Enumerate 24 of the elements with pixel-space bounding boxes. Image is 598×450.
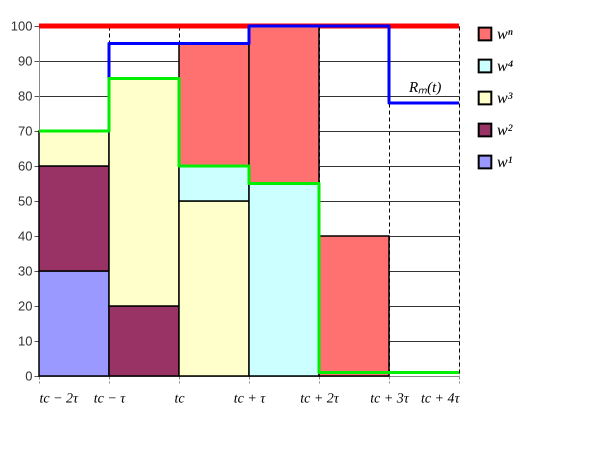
legend-label: w³: [497, 90, 513, 107]
legend-label: w⁴: [497, 58, 514, 75]
y-tick-label: 50: [18, 194, 32, 208]
annotation: Rₘ(t): [408, 80, 442, 96]
x-tick-label: tc: [174, 392, 186, 406]
y-tick-label: 40: [18, 228, 32, 244]
legend-label: w¹: [497, 154, 513, 171]
y-tick-label: 90: [18, 54, 32, 68]
x-tick-label: tc + 2τ: [300, 392, 340, 406]
legend-label: wⁿ: [497, 26, 513, 43]
x-tick-label: tc + τ: [234, 392, 266, 406]
y-tick-label: 0: [25, 368, 32, 384]
y-tick-label: 80: [18, 88, 32, 104]
x-tick-label: tc + 4τ: [420, 392, 460, 406]
y-tick-label: 100: [10, 18, 32, 34]
y-tick-label: 70: [18, 124, 32, 138]
x-tick-label: tc − 2τ: [40, 392, 80, 406]
x-tick-label: tc − τ: [94, 392, 126, 406]
y-tick-label: 20: [18, 298, 32, 314]
x-tick-label: tc + 3τ: [370, 392, 410, 406]
y-tick-label: 30: [18, 264, 32, 278]
legend-label: w²: [497, 122, 514, 139]
y-tick-label: 60: [18, 158, 32, 174]
y-tick-label: 10: [18, 334, 32, 348]
